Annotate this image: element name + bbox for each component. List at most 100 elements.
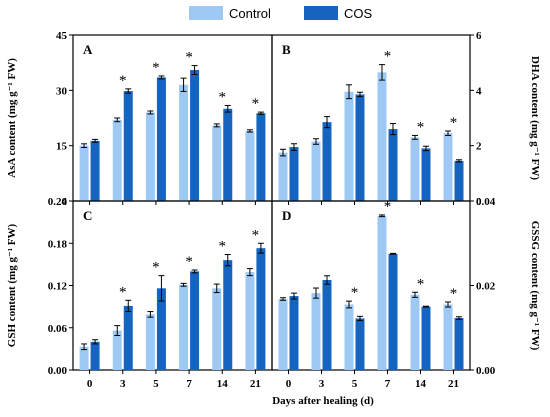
- y-tick-label: 0.24: [48, 196, 68, 208]
- bar-control-day-14: [410, 294, 420, 370]
- panel-frame: [72, 34, 273, 202]
- panel-b: B 0 2 4 6 DHA content (mg g⁻¹ FW) * * *: [271, 30, 541, 208]
- bar-control-day-7: [179, 84, 189, 201]
- panel-letter: C: [83, 208, 92, 223]
- bar-control-day-0: [278, 152, 288, 201]
- bar-cos-day-3: [322, 122, 332, 201]
- bar-cos-day-5: [355, 318, 365, 370]
- y-axis-title: GSSG content (mg g⁻¹ FW): [529, 221, 541, 351]
- y-tick-label: 0.18: [48, 238, 68, 250]
- panel-a: A 0 15 30 45 AsA content (mg g⁻¹ FW) * * * * *: [6, 30, 273, 208]
- legend-swatch-cos: [304, 6, 338, 20]
- significance-star: *: [185, 254, 193, 270]
- significance-star: *: [219, 239, 227, 255]
- bar-control-day-0: [79, 145, 89, 201]
- x-tick-label: 0: [286, 378, 292, 390]
- significance-star: *: [252, 227, 260, 243]
- x-tick-label: 5: [352, 378, 358, 390]
- x-tick-label: 14: [217, 378, 229, 390]
- bar-control-day-5: [344, 91, 354, 201]
- significance-star: *: [450, 286, 458, 302]
- x-tick-label: 14: [415, 378, 427, 390]
- bar-cos-day-5: [355, 94, 365, 201]
- bar-cos-day-21: [256, 248, 266, 370]
- legend: Control COS: [189, 6, 373, 21]
- bar-cos-day-0: [289, 147, 299, 201]
- bar-cos-day-21: [256, 113, 266, 201]
- bar-cos-day-5: [156, 288, 166, 370]
- x-tick-label: 3: [120, 378, 126, 390]
- bar-control-day-0: [79, 346, 89, 370]
- significance-star: *: [384, 49, 392, 65]
- significance-star: *: [119, 284, 127, 300]
- x-tick-label: 21: [250, 378, 261, 390]
- panel-frame: [72, 200, 273, 371]
- x-tick-label: 7: [186, 378, 192, 390]
- x-axis-title: Days after healing (d): [272, 395, 374, 407]
- bar-control-day-0: [278, 299, 288, 370]
- y-axis-title: AsA content (mg g⁻¹ FW): [6, 58, 18, 178]
- significance-star: *: [152, 60, 160, 76]
- significance-star: *: [417, 119, 425, 135]
- bar-control-day-3: [311, 293, 321, 370]
- bar-control-day-5: [145, 112, 155, 201]
- y-tick-label: 15: [56, 141, 68, 153]
- bar-cos-day-7: [190, 271, 200, 370]
- bar-control-day-3: [112, 330, 122, 370]
- significance-star: *: [219, 89, 227, 105]
- bar-cos-day-21: [454, 318, 464, 370]
- bar-control-day-3: [311, 141, 321, 201]
- bar-control-day-21: [443, 133, 453, 201]
- bar-cos-day-0: [289, 296, 299, 370]
- bar-control-day-21: [443, 304, 453, 370]
- bar-cos-day-14: [223, 108, 233, 201]
- y-tick-label: 4: [476, 85, 482, 97]
- significance-star: *: [384, 199, 392, 215]
- bar-control-day-14: [212, 288, 222, 370]
- significance-star: *: [450, 115, 458, 131]
- panel-d: D 0.00 0.02 0.04 GSSG content (mg g⁻¹ FW) 0 3 5…: [271, 196, 541, 390]
- y-tick-label: 0.12: [48, 281, 68, 293]
- y-tick-label: 6: [476, 30, 482, 42]
- bar-control-day-7: [179, 284, 189, 370]
- bar-cos-day-14: [223, 260, 233, 370]
- bar-control-day-5: [344, 304, 354, 370]
- legend-label-control: Control: [229, 6, 271, 21]
- x-tick-label: 7: [385, 378, 391, 390]
- bar-cos-day-21: [454, 160, 464, 201]
- bar-cos-day-0: [90, 341, 100, 370]
- panel-frame: [271, 34, 471, 202]
- panel-letter: A: [83, 42, 93, 57]
- legend-label-cos: COS: [344, 6, 373, 21]
- panel-letter: B: [282, 42, 291, 57]
- y-tick-label: 2: [476, 141, 482, 153]
- panel-letter: D: [282, 208, 291, 223]
- y-axis-title: GSH content (mg g⁻¹ FW): [6, 223, 18, 347]
- significance-star: *: [185, 50, 193, 66]
- significance-star: *: [252, 96, 260, 112]
- bar-cos-day-7: [190, 70, 200, 202]
- panel-c: C 0.00 0.06 0.12 0.18 0.24 GSH content (mg g⁻¹…: [6, 196, 273, 390]
- bar-cos-day-0: [90, 140, 100, 201]
- bar-control-day-21: [245, 272, 255, 370]
- bar-cos-day-3: [123, 91, 133, 201]
- y-tick-label: 0: [62, 196, 68, 208]
- bar-cos-day-5: [156, 77, 166, 201]
- bar-control-day-7: [377, 215, 387, 370]
- bar-control-day-7: [377, 72, 387, 201]
- y-tick-label: 45: [56, 30, 68, 42]
- bar-cos-day-14: [421, 148, 431, 201]
- y-axis-title: DHA content (mg g⁻¹ FW): [529, 56, 541, 180]
- bar-control-day-3: [112, 119, 122, 201]
- bar-cos-day-3: [123, 305, 133, 370]
- y-tick-label: 0.02: [476, 281, 496, 293]
- bar-control-day-5: [145, 314, 155, 370]
- bar-control-day-14: [212, 125, 222, 201]
- y-tick-label: 0.00: [476, 365, 496, 377]
- legend-swatch-control: [189, 6, 223, 20]
- significance-star: *: [119, 73, 127, 89]
- y-tick-label: 30: [56, 85, 68, 97]
